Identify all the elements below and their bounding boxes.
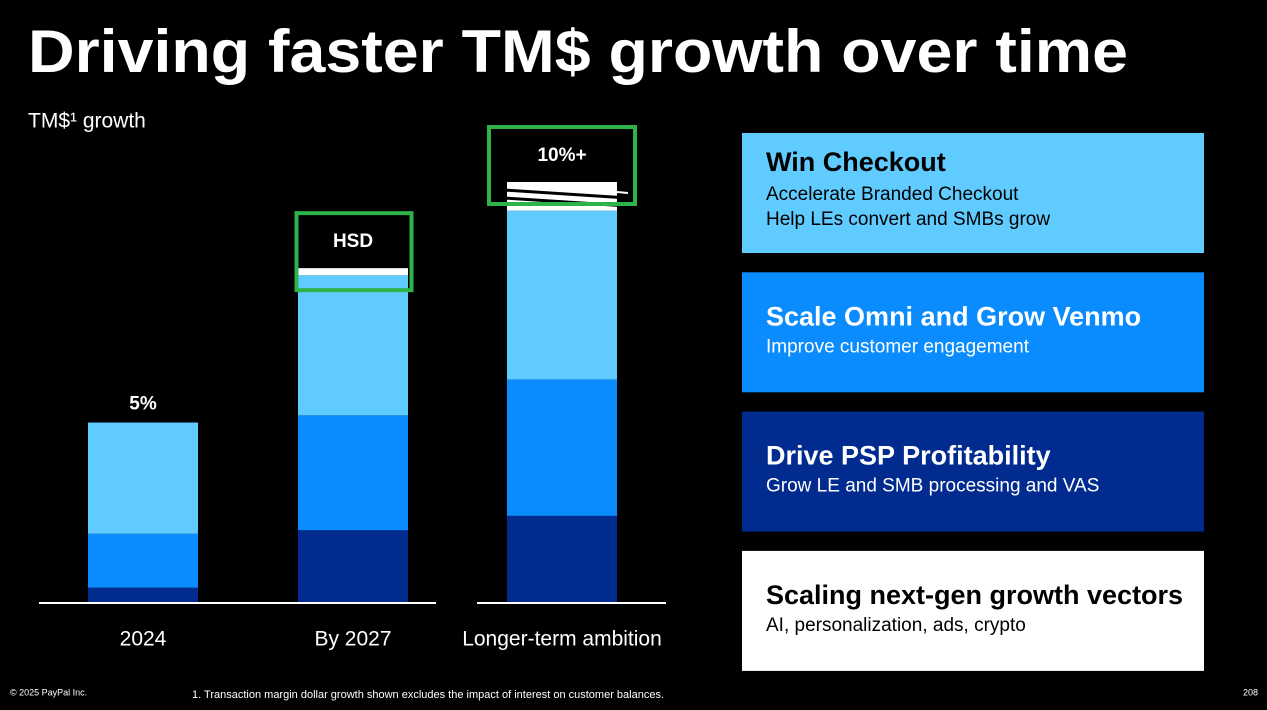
bar-segment [88,587,198,602]
break-line [503,188,629,200]
highlight-box [294,211,414,293]
total-label: 5% [129,394,157,415]
panel-line: Improve customer engagement [766,336,1030,357]
bar-segment [88,422,198,534]
break-line-white [616,191,629,194]
bar-segment [507,379,617,516]
bar-segment [298,275,408,416]
x-tick-label: By 2027 [314,628,391,651]
chart-subtitle: TM$¹ growth [28,110,146,133]
bar-segment [298,415,408,531]
panel [742,411,1204,532]
bar-segment [507,210,617,380]
total-label: HSD [333,231,373,252]
total-label: 10%+ [537,145,586,166]
x-tick-label: 2024 [120,628,167,651]
panel-line: Accelerate Branded Checkout [766,184,1019,205]
panel [742,133,1204,253]
panel-line: AI, personalization, ads, crypto [766,615,1026,636]
bar-segment [507,515,617,602]
panel-line: Grow LE and SMB processing and VAS [766,476,1099,497]
x-tick-label: Longer-term ambition [462,628,662,651]
footnote: 1. Transaction margin dollar growth show… [192,689,664,701]
panel-title: Scale Omni and Grow Venmo [766,301,1141,331]
bar-segment [298,530,408,602]
bar-segment [88,533,198,588]
slide-title: Driving faster TM$ growth over time [28,18,1128,85]
page-number: 208 [1243,687,1258,697]
panel-title: Win Checkout [766,147,946,177]
panel-title: Drive PSP Profitability [766,441,1051,471]
bar-segment [298,268,408,276]
panel [742,272,1204,393]
copyright: © 2025 PayPal Inc. [10,687,87,697]
panel-title: Scaling next-gen growth vectors [766,580,1183,610]
highlight-box [487,125,637,206]
panel [742,550,1204,671]
panel-line: Help LEs convert and SMBs grow [766,209,1050,230]
